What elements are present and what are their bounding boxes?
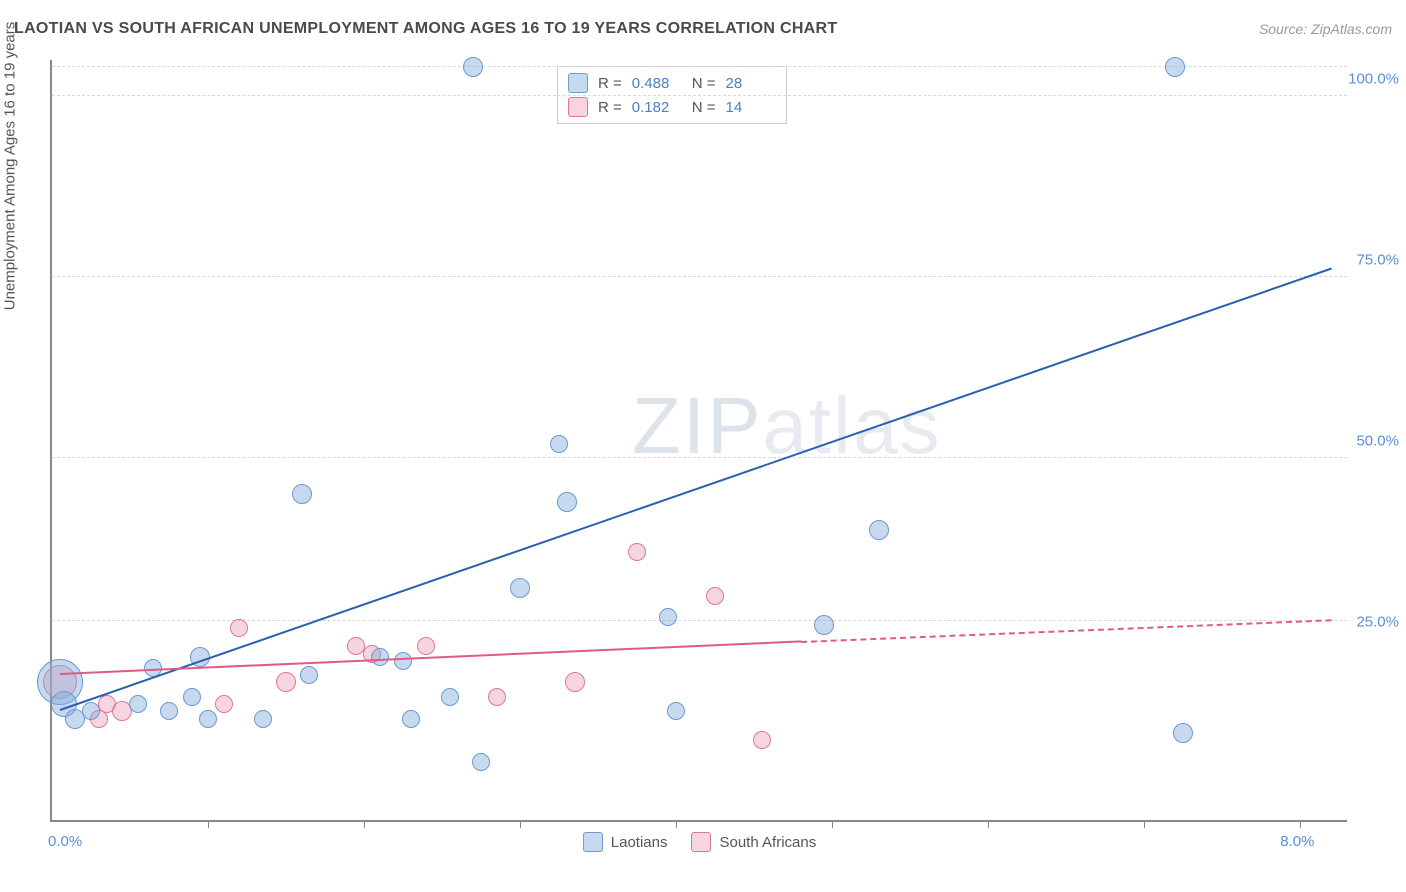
swatch-laotians xyxy=(583,832,603,852)
data-point-south-africans xyxy=(215,695,233,713)
x-tick xyxy=(208,820,209,828)
data-point-laotians xyxy=(869,520,889,540)
bottom-legend: Laotians South Africans xyxy=(52,832,1347,852)
data-point-laotians xyxy=(254,710,272,728)
legend-item-laotians: Laotians xyxy=(583,832,668,852)
legend-item-south-africans: South Africans xyxy=(691,832,816,852)
x-tick-label: 8.0% xyxy=(1280,833,1314,850)
x-tick xyxy=(676,820,677,828)
swatch-south-africans xyxy=(691,832,711,852)
gridline xyxy=(52,95,1347,96)
stat-n-laotians: 28 xyxy=(726,75,776,92)
data-point-laotians xyxy=(199,710,217,728)
stat-r-laotians: 0.488 xyxy=(632,75,682,92)
data-point-laotians xyxy=(472,753,490,771)
chart-source: Source: ZipAtlas.com xyxy=(1259,21,1392,37)
chart-area: ZIPatlas R = 0.488 N = 28 R = 0.182 N = … xyxy=(50,60,1390,820)
data-point-south-africans xyxy=(565,672,585,692)
data-point-south-africans xyxy=(488,688,506,706)
data-point-laotians xyxy=(441,688,459,706)
swatch-laotians xyxy=(568,73,588,93)
stat-label-n: N = xyxy=(692,99,716,116)
data-point-south-africans xyxy=(753,731,771,749)
data-point-laotians xyxy=(814,615,834,635)
data-point-south-africans xyxy=(628,543,646,561)
gridline xyxy=(52,66,1347,67)
data-point-laotians xyxy=(300,666,318,684)
data-point-laotians xyxy=(183,688,201,706)
data-point-laotians xyxy=(402,710,420,728)
chart-header: LAOTIAN VS SOUTH AFRICAN UNEMPLOYMENT AM… xyxy=(14,20,1392,38)
y-tick-label: 25.0% xyxy=(1356,614,1399,631)
plot-region: ZIPatlas R = 0.488 N = 28 R = 0.182 N = … xyxy=(50,60,1347,822)
legend-label-laotians: Laotians xyxy=(611,834,668,851)
y-tick-label: 50.0% xyxy=(1356,433,1399,450)
data-point-laotians xyxy=(129,695,147,713)
y-tick-label: 75.0% xyxy=(1356,252,1399,269)
trend-line xyxy=(801,619,1332,643)
x-tick xyxy=(364,820,365,828)
stat-r-south-africans: 0.182 xyxy=(632,99,682,116)
data-point-south-africans xyxy=(417,637,435,655)
gridline xyxy=(52,276,1347,277)
data-point-laotians xyxy=(463,57,483,77)
stat-row-south-africans: R = 0.182 N = 14 xyxy=(568,95,776,119)
data-point-laotians xyxy=(659,608,677,626)
x-tick xyxy=(988,820,989,828)
data-point-laotians xyxy=(394,652,412,670)
x-tick xyxy=(1300,820,1301,828)
gridline xyxy=(52,620,1347,621)
data-point-laotians xyxy=(510,578,530,598)
data-point-laotians xyxy=(160,702,178,720)
chart-title: LAOTIAN VS SOUTH AFRICAN UNEMPLOYMENT AM… xyxy=(14,20,837,38)
stat-label-r: R = xyxy=(598,99,622,116)
x-tick xyxy=(1144,820,1145,828)
data-point-laotians xyxy=(371,648,389,666)
data-point-south-africans xyxy=(276,672,296,692)
swatch-south-africans xyxy=(568,97,588,117)
data-point-south-africans xyxy=(706,587,724,605)
y-axis-label: Unemployment Among Ages 16 to 19 years xyxy=(2,22,19,311)
data-point-south-africans xyxy=(230,619,248,637)
data-point-laotians xyxy=(82,702,100,720)
gridline xyxy=(52,457,1347,458)
data-point-laotians xyxy=(292,484,312,504)
stat-row-laotians: R = 0.488 N = 28 xyxy=(568,71,776,95)
data-point-laotians xyxy=(1173,723,1193,743)
stat-label-n: N = xyxy=(692,75,716,92)
data-point-laotians xyxy=(557,492,577,512)
y-tick-label: 100.0% xyxy=(1348,71,1399,88)
stat-label-r: R = xyxy=(598,75,622,92)
data-point-laotians xyxy=(550,435,568,453)
data-point-laotians xyxy=(1165,57,1185,77)
x-tick-label: 0.0% xyxy=(48,833,82,850)
x-tick xyxy=(832,820,833,828)
legend-label-south-africans: South Africans xyxy=(719,834,816,851)
data-point-laotians xyxy=(667,702,685,720)
x-tick xyxy=(520,820,521,828)
stat-n-south-africans: 14 xyxy=(726,99,776,116)
